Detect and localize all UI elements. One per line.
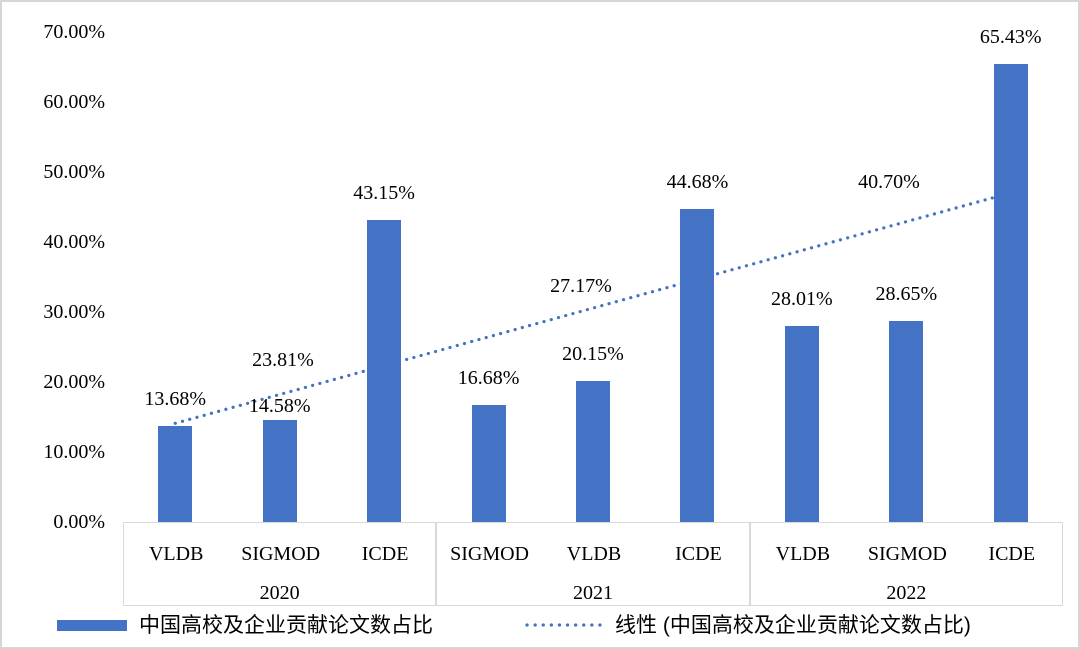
bar [993, 63, 1028, 522]
y-axis-tick-label: 50.00% [43, 161, 105, 183]
legend-dotted-line-icon [525, 623, 609, 627]
category-group-box: VLDB SIGMOD ICDE 2020 [123, 522, 437, 606]
y-axis-tick-label: 20.00% [43, 371, 105, 393]
bar [471, 405, 506, 522]
year-label: 2020 [259, 582, 300, 604]
data-label: 13.68% [144, 388, 207, 411]
bar [889, 321, 924, 522]
category-label: VLDB [566, 543, 622, 565]
category-group-box: VLDB SIGMOD ICDE 2022 [749, 522, 1063, 606]
legend-bar-swatch [57, 620, 127, 631]
year-label: 2022 [886, 582, 927, 604]
trendline-annotation: 40.70% [858, 171, 920, 193]
bar [784, 325, 819, 522]
category-group-box: SIGMOD VLDB ICDE 2021 [436, 522, 750, 606]
category-label: VLDB [148, 543, 204, 565]
chart-legend: 中国高校及企业贡献论文数占比 线性 (中国高校及企业贡献论文数占比) [2, 606, 1078, 647]
category-label: SIGMOD [867, 543, 947, 565]
category-label: VLDB [775, 543, 831, 565]
bar [680, 209, 715, 522]
data-label: 28.65% [875, 283, 938, 306]
legend-label-trendline: 线性 (中国高校及企业贡献论文数占比) [615, 614, 971, 637]
y-axis-tick-label: 70.00% [43, 21, 105, 43]
data-label: 28.01% [771, 287, 833, 310]
trendline-annotation: 23.81% [252, 349, 314, 371]
data-label: 20.15% [562, 342, 624, 365]
data-label: 14.58% [248, 394, 311, 417]
data-label: 16.68% [457, 367, 520, 390]
y-axis-tick-label: 0.00% [53, 511, 105, 533]
bar [367, 219, 402, 522]
y-axis-tick-label: 30.00% [43, 301, 105, 323]
bar [262, 419, 297, 522]
y-axis-tick-label: 10.00% [43, 441, 105, 463]
category-label: SIGMOD [450, 543, 529, 565]
bar [576, 380, 610, 522]
data-label: 43.15% [353, 181, 415, 204]
category-label: SIGMOD [241, 543, 321, 565]
category-label: ICDE [361, 543, 409, 565]
y-axis-tick-label: 60.00% [43, 91, 105, 113]
trendline-annotation: 27.17% [550, 275, 612, 297]
bar [158, 426, 193, 522]
data-label: 65.43% [979, 25, 1042, 48]
year-label: 2021 [572, 582, 613, 604]
category-label: ICDE [988, 543, 1036, 565]
legend-label-bars: 中国高校及企业贡献论文数占比 [139, 614, 433, 637]
y-axis-tick-label: 40.00% [43, 231, 105, 253]
category-label: ICDE [675, 543, 722, 565]
data-label: 44.68% [666, 171, 729, 194]
